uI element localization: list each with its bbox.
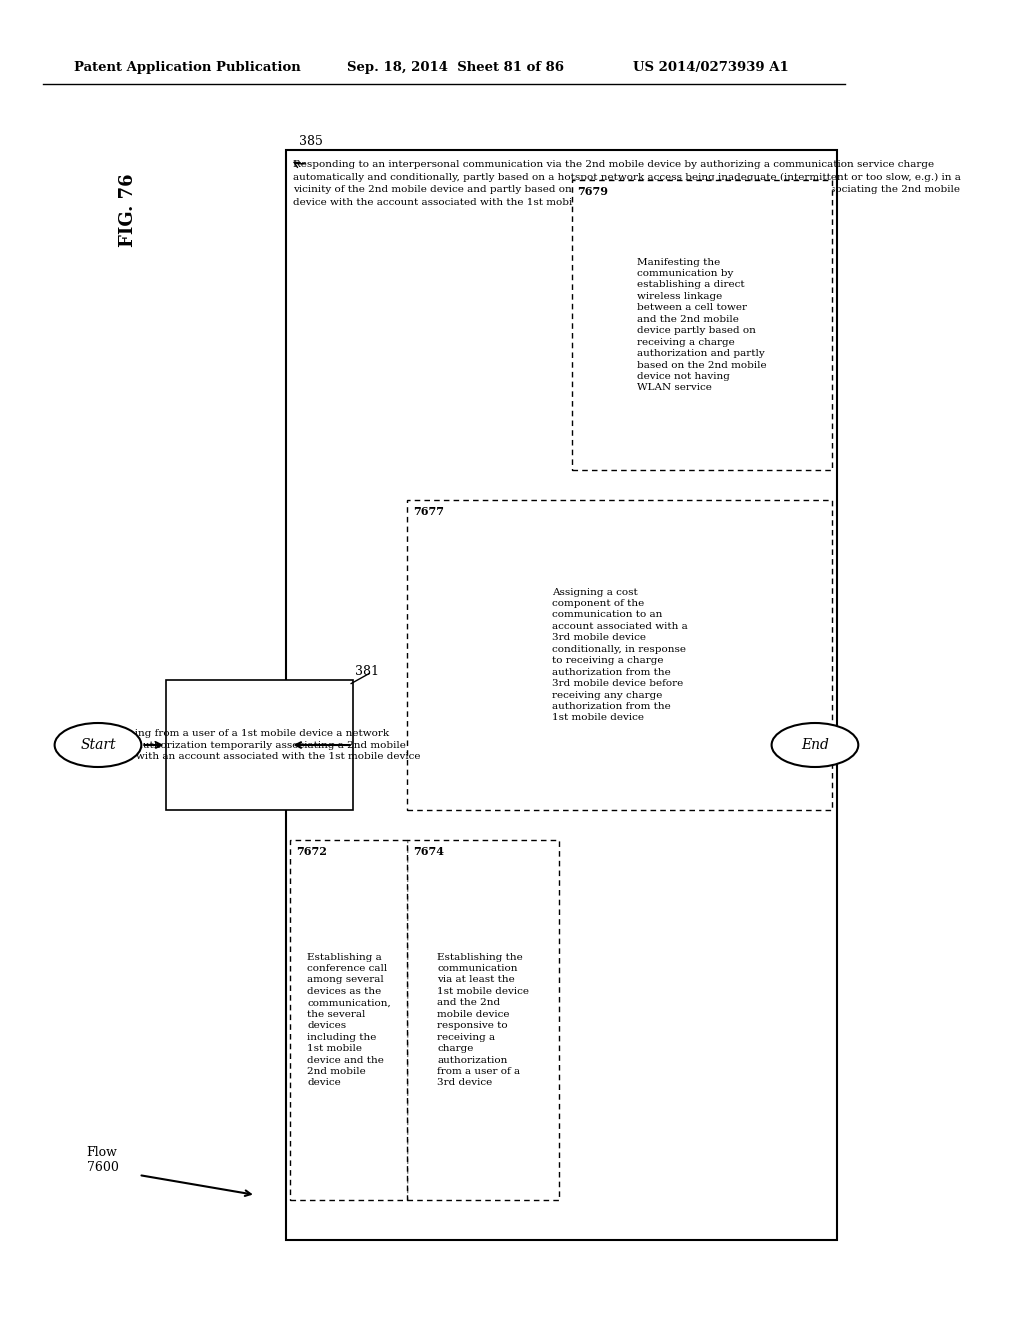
Text: 7679: 7679 xyxy=(578,186,608,197)
Text: Start: Start xyxy=(80,738,116,752)
Bar xyxy=(167,680,353,810)
Text: Sep. 18, 2014  Sheet 81 of 86: Sep. 18, 2014 Sheet 81 of 86 xyxy=(347,62,564,74)
Text: 7672: 7672 xyxy=(296,846,327,857)
Ellipse shape xyxy=(54,723,141,767)
Text: 7674: 7674 xyxy=(413,846,443,857)
Text: Manifesting the
communication by
establishing a direct
wireless linkage
between : Manifesting the communication by establi… xyxy=(637,257,767,392)
Bar xyxy=(408,500,833,810)
Text: 7677: 7677 xyxy=(413,506,443,517)
Text: 385: 385 xyxy=(299,135,323,148)
Ellipse shape xyxy=(772,723,858,767)
Text: Responding to an interpersonal communication via the 2nd mobile device by author: Responding to an interpersonal communica… xyxy=(293,160,961,207)
Text: End: End xyxy=(801,738,828,752)
Text: 381: 381 xyxy=(354,665,379,678)
Text: Establishing a
conference call
among several
devices as the
communication,
the s: Establishing a conference call among sev… xyxy=(307,953,391,1088)
Text: Patent Application Publication: Patent Application Publication xyxy=(74,62,300,74)
Text: Flow
7600: Flow 7600 xyxy=(87,1146,119,1173)
Bar xyxy=(286,150,837,1239)
Bar xyxy=(291,840,408,1200)
Text: FIG. 76: FIG. 76 xyxy=(120,173,137,247)
Bar xyxy=(572,180,833,470)
Text: Obtaining from a user of a 1st mobile device a network
access authorization temp: Obtaining from a user of a 1st mobile de… xyxy=(99,729,421,762)
Text: Assigning a cost
component of the
communication to an
account associated with a
: Assigning a cost component of the commun… xyxy=(552,587,688,722)
Bar xyxy=(408,840,559,1200)
Text: US 2014/0273939 A1: US 2014/0273939 A1 xyxy=(633,62,788,74)
Text: Establishing the
communication
via at least the
1st mobile device
and the 2nd
mo: Establishing the communication via at le… xyxy=(437,953,529,1088)
